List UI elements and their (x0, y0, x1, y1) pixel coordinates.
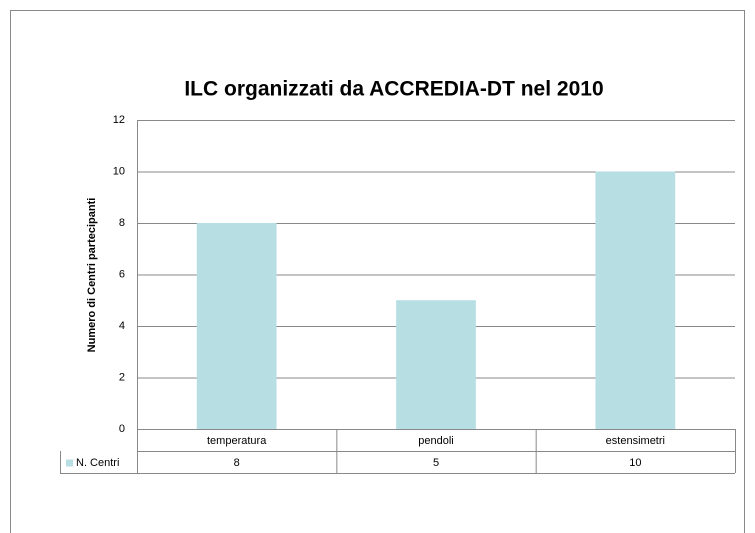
bar (595, 171, 676, 429)
bar (196, 223, 277, 429)
y-tick-label: 8 (119, 217, 125, 229)
data-label: 10 (629, 457, 641, 469)
data-label: 5 (433, 457, 439, 469)
legend-label: N. Centri (76, 457, 119, 469)
y-tick-label: 10 (113, 165, 125, 177)
chart-title: ILC organizzati da ACCREDIA-DT nel 2010 (184, 78, 603, 101)
y-tick-label: 12 (113, 114, 125, 126)
chart-border (10, 10, 745, 533)
y-tick-label: 4 (119, 320, 125, 332)
x-tick-label: pendoli (418, 435, 453, 447)
y-tick-label: 2 (119, 371, 125, 383)
y-tick-label: 6 (119, 268, 125, 280)
bar (396, 300, 476, 429)
data-label: 8 (234, 457, 240, 469)
y-axis-title: Numero di Centri partecipanti (86, 198, 98, 353)
legend-swatch (66, 459, 73, 467)
x-tick-label: temperatura (207, 435, 267, 447)
x-tick-label: estensimetri (606, 435, 665, 447)
y-tick-label: 0 (119, 423, 125, 435)
